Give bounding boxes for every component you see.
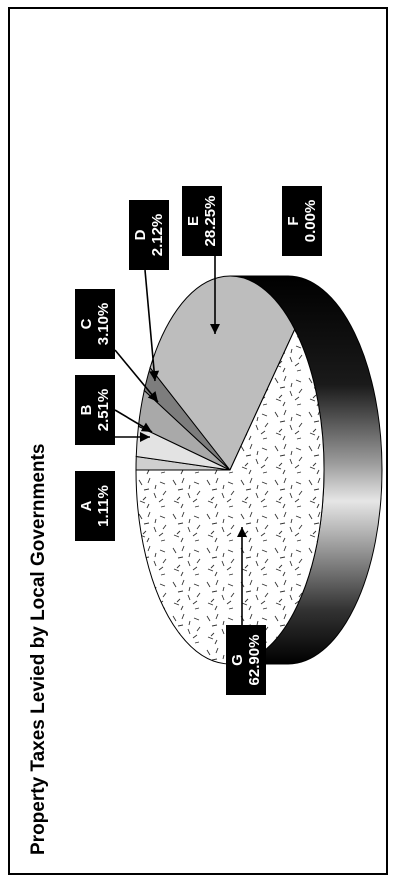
- label-box-b: [75, 375, 115, 445]
- slice-value-label-c: 3.10%: [95, 303, 112, 346]
- slice-value-label-b: 2.51%: [95, 389, 112, 432]
- label-box-a: [75, 471, 115, 541]
- pie-slice-g: [135, 328, 325, 665]
- label-text-group-d: D 2.12%: [132, 214, 166, 257]
- slice-value-label-e: 28.25%: [202, 196, 219, 247]
- chart-title: Property Taxes Levied by Local Governmen…: [28, 444, 49, 855]
- slice-category-label-d: D: [132, 229, 149, 240]
- slice-labels: A 1.11% B 2.51% C 3.10% D 2.12% E 28.25% F 0.00% G 62…: [75, 186, 322, 695]
- leader-line-d: [144, 269, 156, 382]
- label-text-group-a: A 1.11%: [78, 485, 112, 527]
- slice-value-label-d: 2.12%: [149, 214, 166, 257]
- label-text-group-f: F 0.00%: [285, 200, 319, 243]
- slice-category-label-f: F: [285, 216, 302, 225]
- label-text-group-g: G 62.90%: [229, 635, 263, 686]
- pie-slice-e: [149, 275, 296, 471]
- label-text-group-e: E 28.25%: [185, 196, 219, 247]
- arrowhead-b: [140, 422, 152, 432]
- arrowhead-a: [140, 432, 150, 442]
- chart-title-group: Property Taxes Levied by Local Governmen…: [28, 444, 49, 855]
- arrowhead-e: [210, 324, 220, 334]
- pie-slices: [135, 275, 325, 665]
- label-text-group-b: B 2.51%: [78, 389, 112, 432]
- slice-category-label-e: E: [185, 216, 202, 226]
- slice-category-label-c: C: [78, 318, 95, 329]
- label-text-group-c: C 3.10%: [78, 303, 112, 346]
- leader-arrows: [114, 256, 247, 625]
- slice-value-label-g: 62.90%: [246, 635, 263, 686]
- slice-category-label-g: G: [229, 654, 246, 666]
- slice-category-label-b: B: [78, 404, 95, 415]
- label-box-f: [282, 186, 322, 256]
- slice-category-label-a: A: [78, 500, 95, 511]
- label-box-e: [182, 186, 222, 256]
- arrowhead-g: [237, 527, 247, 537]
- arrowhead-d: [149, 370, 160, 381]
- leader-line-c: [114, 349, 159, 403]
- slice-value-label-f: 0.00%: [302, 200, 319, 243]
- slice-value-label-a: 1.11%: [95, 485, 112, 527]
- arrowhead-c: [147, 391, 158, 402]
- label-box-g: [226, 625, 266, 695]
- pie-group: A 1.11% B 2.51% C 3.10% D 2.12% E 28.25% F 0.00% G 62…: [75, 186, 383, 695]
- label-box-d: [129, 200, 169, 270]
- label-box-c: [75, 289, 115, 359]
